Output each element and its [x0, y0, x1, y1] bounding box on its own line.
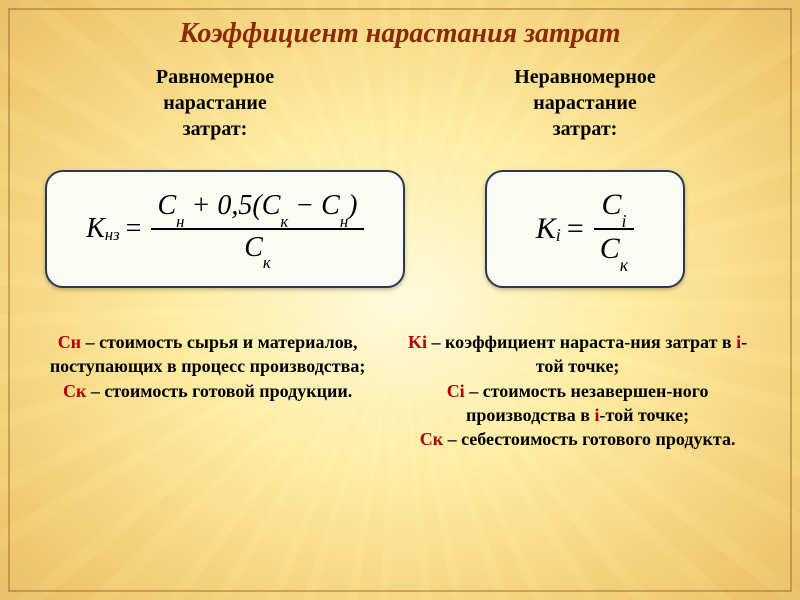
sym-Ci: Ci: [447, 381, 465, 401]
left-formula: Kнз = Cн + 0,5(Cк − Cн) Cк: [86, 188, 363, 269]
sym-Ki: Ki: [408, 332, 427, 352]
legend-row: Сн – стоимость сырья и материалов, посту…: [0, 330, 800, 451]
fraction: Ci Cк: [594, 186, 634, 272]
equals: =: [126, 213, 142, 245]
text: – себестоимость готового продукта.: [443, 429, 735, 449]
minus: −: [288, 190, 321, 221]
sub: н: [176, 212, 184, 231]
sym-Sk: Ск: [420, 429, 443, 449]
C: C: [244, 232, 263, 263]
right-subheading: Неравномерное нарастание затрат:: [415, 64, 755, 142]
C: C: [321, 190, 340, 221]
text: – коэффициент нараста-ния затрат в: [427, 332, 736, 352]
numerator: Ci: [595, 186, 632, 228]
lhs-sub: i: [556, 225, 561, 246]
C: C: [157, 190, 176, 221]
text: затрат:: [553, 118, 618, 140]
right-column: Неравномерное нарастание затрат: Ki = Ci…: [415, 64, 755, 288]
sub: к: [620, 255, 628, 275]
columns: Равномерное нарастание затрат: Kнз = Cн …: [0, 64, 800, 288]
left-subheading: Равномерное нарастание затрат:: [45, 64, 385, 142]
sub: к: [280, 212, 288, 231]
left-column: Равномерное нарастание затрат: Kнз = Cн …: [45, 64, 385, 288]
C: C: [600, 232, 620, 265]
C: C: [262, 190, 281, 221]
text: Неравномерное: [514, 66, 656, 88]
coef: 0,5: [217, 190, 252, 221]
text: затрат:: [183, 118, 248, 140]
text: Равномерное: [156, 66, 274, 88]
lhs-K: K: [86, 213, 105, 245]
fraction: Cн + 0,5(Cк − Cн) Cк: [151, 188, 363, 269]
plus: +: [184, 190, 217, 221]
sub: к: [263, 253, 271, 272]
sub: i: [621, 211, 626, 231]
numerator: Cн + 0,5(Cк − Cн): [151, 188, 363, 228]
sub: н: [340, 212, 348, 231]
slide-title: Коэффициент нарастания затрат: [0, 0, 800, 50]
right-formula-box: Ki = Ci Cк: [485, 170, 685, 288]
text: -той точке;: [599, 405, 689, 425]
text: нарастание: [533, 92, 637, 114]
lhs-K: K: [536, 212, 556, 246]
text: – стоимость готовой продукции.: [86, 381, 352, 401]
right-legend: Ki – коэффициент нараста-ния затрат в i-…: [400, 330, 755, 451]
rparen: ): [348, 190, 357, 221]
equals: =: [567, 212, 584, 246]
left-formula-box: Kнз = Cн + 0,5(Cк − Cн) Cк: [45, 170, 405, 288]
lparen: (: [252, 190, 261, 221]
left-legend: Сн – стоимость сырья и материалов, посту…: [45, 330, 371, 451]
right-formula: Ki = Ci Cк: [536, 186, 634, 272]
sym-Sk: Ск: [63, 381, 86, 401]
lhs-sub: нз: [105, 225, 120, 245]
text: – стоимость сырья и материалов, поступаю…: [50, 332, 366, 376]
C: C: [601, 188, 621, 221]
denominator: Cк: [238, 230, 277, 270]
text: нарастание: [163, 92, 267, 114]
sym-Sn: Сн: [58, 332, 81, 352]
denominator: Cк: [594, 230, 634, 272]
